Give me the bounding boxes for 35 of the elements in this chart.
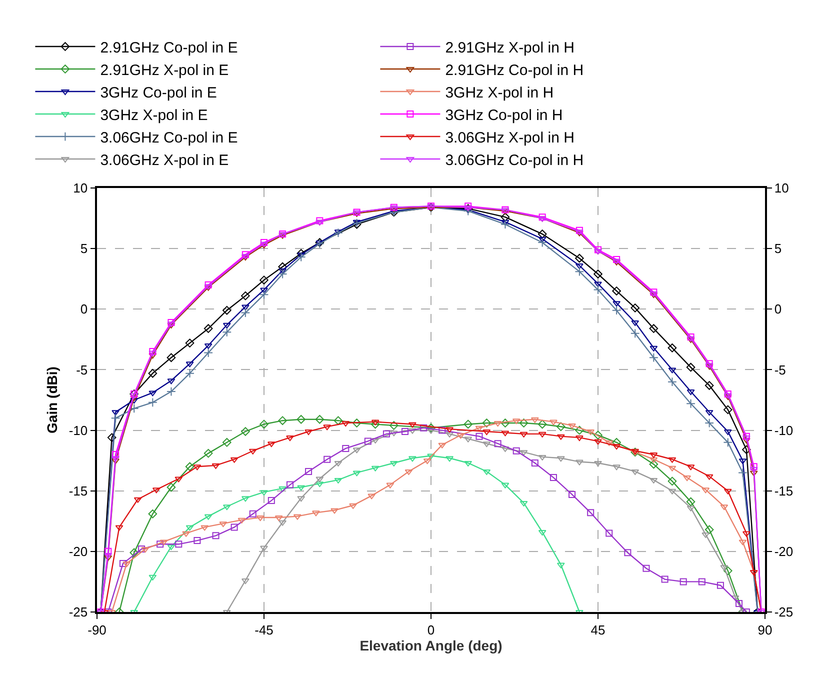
y2-tick-label: -15: [774, 483, 794, 498]
y2-tick-label: -20: [774, 544, 794, 559]
legend-label: 3GHz X-pol in H: [445, 84, 554, 102]
y2-tick-label: -25: [774, 604, 794, 620]
y-tick-label: -5: [76, 362, 88, 378]
legend-label: 2.91GHz Co-pol in H: [445, 62, 584, 79]
y-tick-label: -25: [68, 604, 88, 620]
x-tick-label: 90: [758, 622, 772, 638]
legend-label: 3GHz X-pol in E: [100, 106, 208, 124]
y-tick-label: 0: [80, 302, 88, 317]
y2-tick-label: -10: [774, 422, 794, 438]
legend-label: 3.06GHz Co-pol in E: [100, 129, 238, 146]
y-tick-label: -20: [68, 544, 88, 559]
legend-label: 3.06GHz Co-pol in H: [445, 152, 584, 169]
x-tick-label: 0: [427, 622, 435, 638]
legend-label: 3GHz Co-pol in H: [445, 106, 563, 124]
legend-label: 2.91GHz Co-pol in E: [100, 39, 238, 56]
legend-label: 3GHz Co-pol in E: [100, 84, 217, 102]
legend-label: 3.06GHz X-pol in E: [100, 152, 229, 169]
y-tick-label: 5: [80, 241, 88, 256]
y2-tick-label: 10: [774, 180, 789, 196]
x-tick-label: 45: [590, 622, 606, 638]
y-axis-title: Gain (dBi): [44, 366, 60, 434]
x-tick-label: -45: [254, 622, 274, 638]
y2-tick-label: -5: [774, 362, 786, 378]
x-tick-label: -90: [88, 622, 106, 638]
legend-label: 2.91GHz X-pol in H: [445, 39, 574, 56]
legend-label: 2.91GHz X-pol in E: [100, 62, 229, 79]
y-tick-label: -10: [68, 422, 88, 438]
y-tick-label: 10: [73, 180, 88, 196]
y-tick-label: -15: [68, 483, 88, 498]
x-axis-title: Elevation Angle (deg): [360, 637, 502, 654]
y2-tick-label: 0: [774, 302, 782, 317]
legend-label: 3.06GHz X-pol in H: [445, 129, 574, 146]
y2-tick-label: 5: [774, 241, 782, 256]
